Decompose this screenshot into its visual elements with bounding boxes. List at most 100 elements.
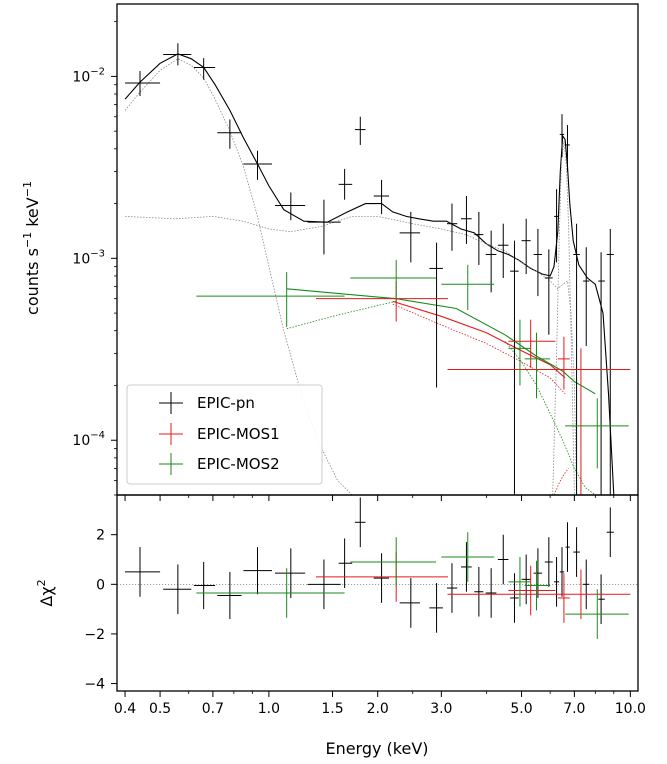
data-point (441, 264, 495, 310)
residual-point (565, 589, 629, 639)
residual-y-axis: 2 0 −2 −4 (84, 528, 117, 693)
residual-point (196, 568, 345, 618)
data-point (315, 281, 449, 322)
residual-point (275, 548, 306, 598)
data-point (217, 119, 242, 149)
y-tick-label: −4 (84, 677, 105, 693)
residual-point (399, 578, 421, 628)
x-tick-label: 3.0 (430, 701, 452, 717)
model-curve-4 (392, 300, 566, 379)
legend-label-pn: EPIC-pn (197, 394, 255, 412)
data-point (474, 211, 484, 265)
residual-point (350, 537, 437, 587)
legend-box (126, 384, 323, 485)
data-point (460, 196, 472, 244)
legend-entry-mos2: EPIC-MOS2 (159, 453, 280, 475)
y-tick-label: 2 (96, 528, 105, 544)
x-tick-label: 10.0 (615, 701, 646, 717)
residual-point (338, 538, 353, 589)
residual-point (559, 547, 565, 597)
data-point (598, 252, 605, 495)
x-axis-label: Energy (keV) (325, 739, 428, 758)
model-curve-2 (125, 215, 577, 496)
residual-point (510, 573, 519, 623)
legend-label-mos2: EPIC-MOS2 (197, 455, 280, 473)
legend-entry-mos1: EPIC-MOS1 (159, 423, 280, 445)
residual-point (125, 547, 161, 597)
model-curve-9 (504, 341, 596, 496)
legend-entry-pn: EPIC-pn (159, 392, 255, 414)
data-point (497, 223, 509, 278)
data-point (508, 319, 531, 386)
residual-point (447, 569, 631, 620)
residual-point (243, 547, 272, 595)
data-point (373, 179, 390, 215)
x-axis: 0.4 0.5 0.7 1.0 1.5 2.0 3.0 5.0 7.0 10.0 (114, 495, 646, 717)
residual-point (508, 557, 531, 607)
y-tick-label: 10−2 (72, 66, 105, 85)
data-point (559, 114, 565, 158)
residual-point (441, 532, 495, 582)
residual-point (485, 568, 497, 618)
residual-point (373, 553, 390, 603)
residual-point (533, 548, 543, 598)
residual-point (598, 574, 605, 625)
y-tick-label: 10−4 (72, 430, 105, 449)
data-point (510, 240, 519, 495)
data-point (354, 116, 366, 145)
legend: EPIC-pn EPIC-MOS1 EPIC-MOS2 (126, 384, 323, 485)
x-tick-label: 1.0 (258, 701, 280, 717)
data-point (508, 319, 556, 368)
model-curve-7 (286, 288, 596, 395)
data-point (447, 348, 631, 495)
residual-point (193, 561, 216, 610)
y-tick-label: −2 (84, 627, 105, 643)
model-curve-3 (552, 141, 575, 496)
x-tick-label: 0.5 (149, 701, 171, 717)
data-point (275, 192, 306, 221)
data-point (243, 150, 272, 180)
residual-point (521, 554, 531, 605)
spectrum-y-axis-label: counts s−1 keV−1 (21, 181, 42, 315)
spectrum-data-layer (124, 43, 631, 496)
x-tick-label: 0.4 (114, 701, 136, 717)
data-point (338, 168, 353, 200)
data-point (565, 398, 629, 469)
model-curve-0 (124, 53, 615, 496)
residual-y-axis-label: Δχ2 (35, 579, 56, 606)
data-point (533, 228, 543, 297)
data-point (544, 249, 553, 335)
residual-point (583, 559, 590, 610)
residual-point (446, 563, 458, 613)
data-point (399, 211, 421, 263)
data-point (524, 332, 551, 399)
residual-point (474, 566, 484, 617)
data-point (125, 71, 161, 97)
data-point (193, 58, 216, 80)
residual-point (508, 565, 556, 616)
data-point (573, 223, 580, 495)
data-point (429, 242, 443, 388)
model-curve-6 (553, 468, 569, 496)
data-point (565, 125, 570, 172)
x-tick-label: 1.5 (321, 701, 343, 717)
residual-point (565, 522, 570, 572)
residual-data-layer (117, 497, 638, 639)
model-curve-8 (286, 301, 397, 330)
x-tick-label: 2.0 (367, 701, 389, 717)
y-tick-label: 10−3 (72, 248, 105, 267)
data-point (557, 336, 570, 390)
y-tick-label: 0 (96, 577, 105, 593)
residual-point (163, 564, 192, 615)
residual-point (524, 560, 551, 611)
residual-point (460, 542, 472, 592)
data-point (521, 218, 531, 274)
data-point (606, 228, 614, 495)
data-point (446, 203, 458, 251)
data-point (554, 189, 560, 263)
data-point (350, 259, 437, 302)
residual-point (573, 527, 580, 577)
data-point (163, 43, 192, 66)
model-curve-5 (392, 303, 566, 395)
